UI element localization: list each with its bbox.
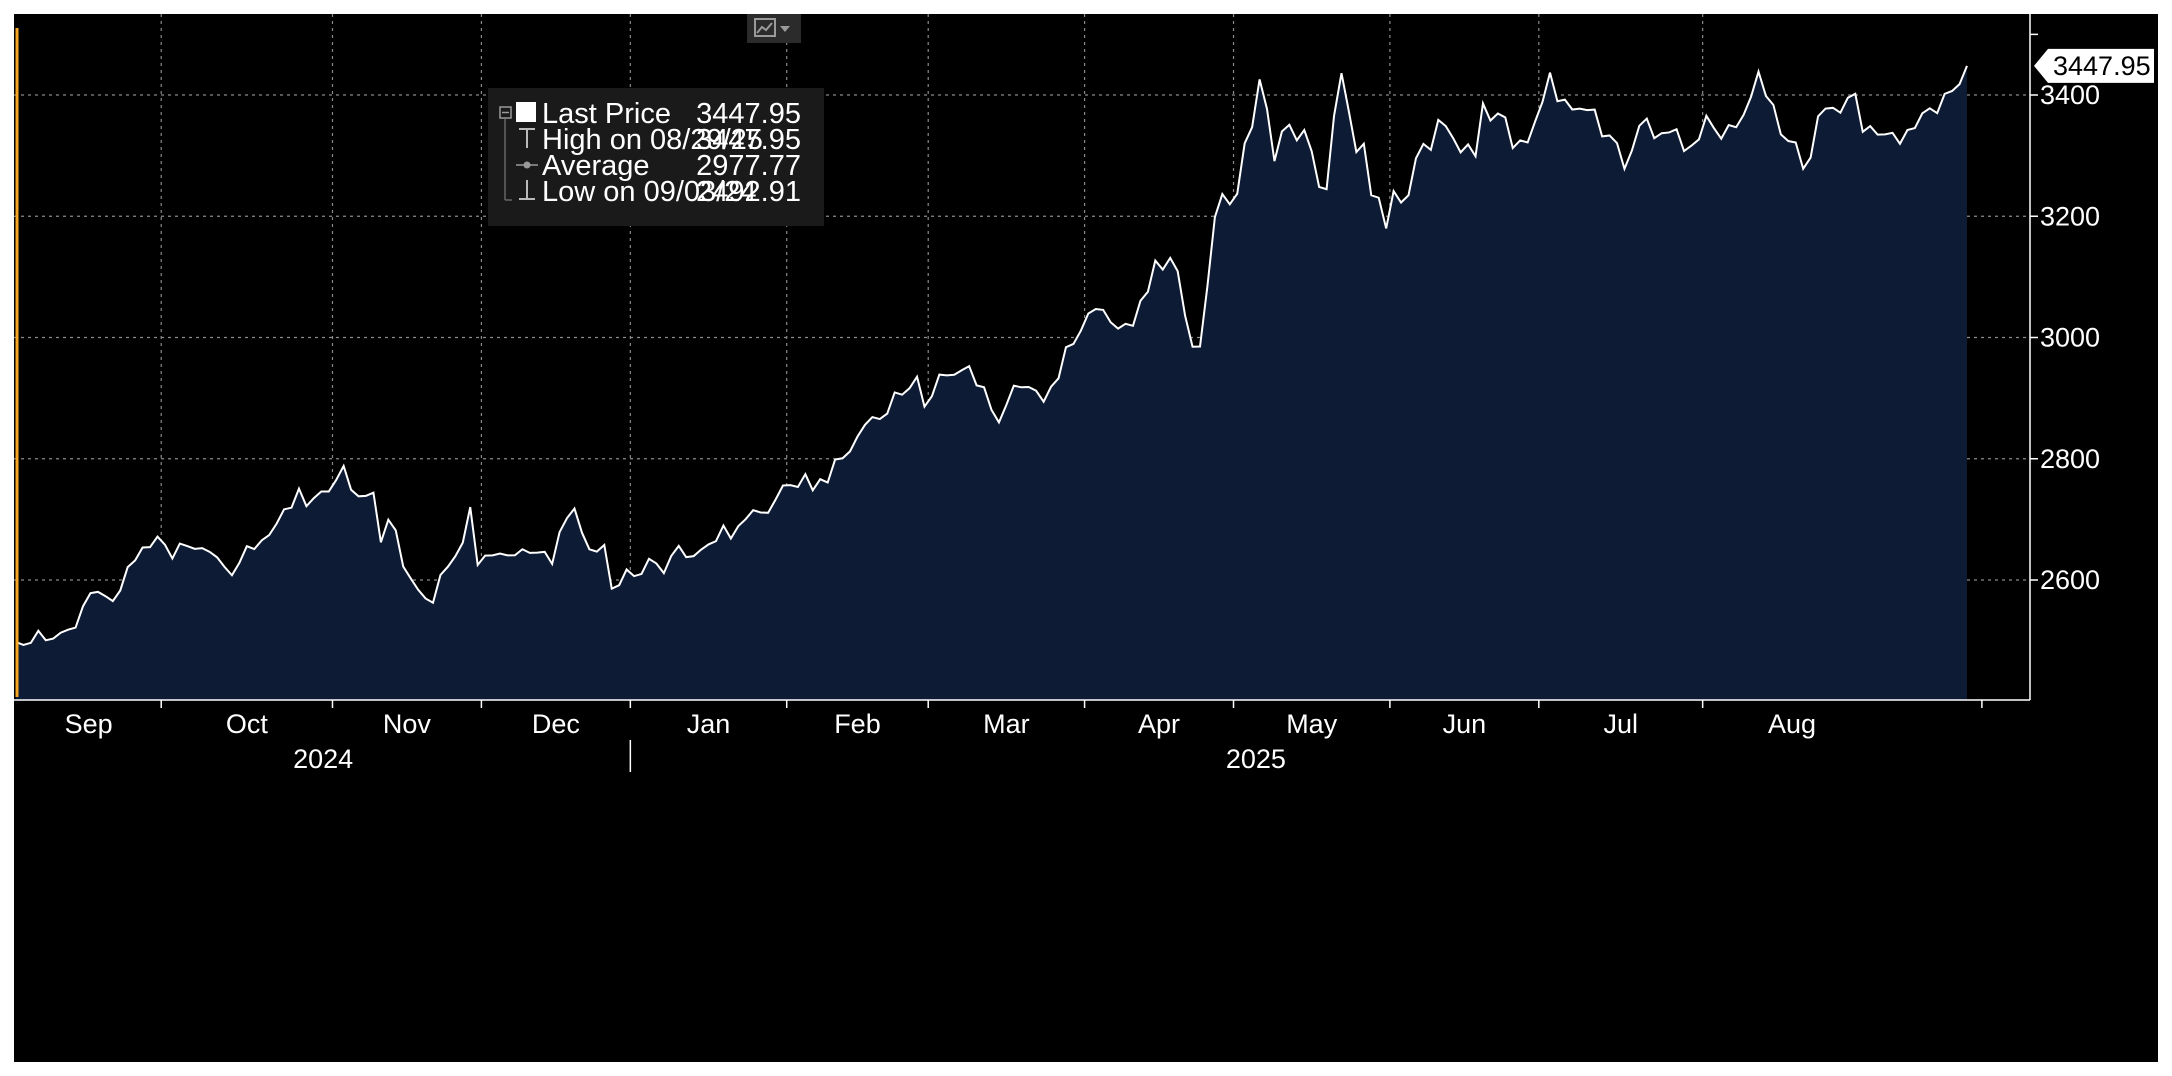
x-month-label: Nov [383, 709, 432, 739]
chart-frame: 2600 2800 3000 3200 3400 Sep Oct Nov Dec Jan Feb M… [14, 14, 2158, 1062]
legend-value-low: 2492.91 [696, 176, 801, 208]
x-month-label: Jun [1443, 709, 1487, 739]
legend-label-high: High on 08/29/25 [542, 124, 763, 156]
x-month-label: Dec [532, 709, 580, 739]
x-month-label: Sep [65, 709, 113, 739]
legend-background [488, 88, 824, 226]
price-line [15, 65, 1968, 646]
legend: Last Price High on 08/29/25 Average Low … [488, 88, 824, 226]
x-axis-year-labels: 2024 2025 [293, 740, 1286, 774]
chart-type-button[interactable] [747, 14, 801, 43]
x-month-label: May [1286, 709, 1338, 739]
x-year-label: 2024 [293, 744, 353, 774]
x-month-label: Mar [983, 709, 1030, 739]
y-tick-label: 3400 [2040, 80, 2100, 110]
legend-value-high: 3447.95 [696, 124, 801, 156]
x-month-label: Jan [687, 709, 731, 739]
x-month-label: Apr [1138, 709, 1180, 739]
price-chart: 2600 2800 3000 3200 3400 Sep Oct Nov Dec Jan Feb M… [14, 14, 2158, 1062]
y-tick-label: 2800 [2040, 444, 2100, 474]
price-area-fill [16, 65, 1967, 701]
y-axis-ticks: 2600 2800 3000 3200 3400 [2030, 33, 2100, 595]
legend-label-average: Average [542, 150, 650, 182]
high-marker-icon [519, 128, 535, 148]
x-month-label: Feb [834, 709, 881, 739]
last-price-swatch-icon [516, 102, 536, 122]
y-tick-label: 2600 [2040, 565, 2100, 595]
legend-value-last-price: 3447.95 [696, 98, 801, 130]
x-year-label: 2025 [1226, 744, 1286, 774]
x-axis-ticks [160, 700, 1983, 708]
average-marker-icon [516, 161, 538, 169]
last-price-tag-label: 3447.95 [2053, 51, 2151, 81]
x-month-label: Jul [1603, 709, 1638, 739]
chevron-down-icon [780, 26, 790, 32]
x-month-label: Aug [1768, 709, 1816, 739]
x-axis-month-labels: Sep Oct Nov Dec Jan Feb Mar Apr May Jun Jul Aug [65, 709, 1816, 739]
y-tick-label: 3000 [2040, 323, 2100, 353]
low-marker-icon [519, 180, 535, 200]
line-chart-icon [754, 18, 776, 37]
y-tick-label: 3200 [2040, 201, 2100, 231]
last-price-tag: 3447.95 [2034, 48, 2154, 83]
legend-label-last-price: Last Price [542, 98, 671, 130]
legend-value-average: 2977.77 [696, 150, 801, 182]
legend-label-low: Low on 09/03/24 [542, 176, 756, 208]
x-month-label: Oct [226, 709, 269, 739]
